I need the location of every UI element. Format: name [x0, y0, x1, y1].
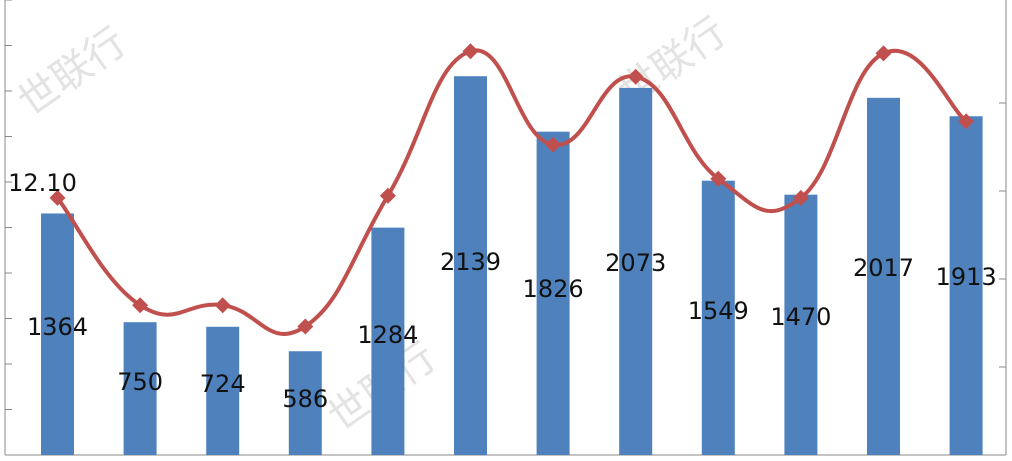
line-marker [132, 297, 149, 314]
bar [701, 180, 735, 455]
bar [206, 326, 240, 455]
line-marker [379, 187, 396, 204]
bar-data-label: 2017 [853, 254, 914, 282]
bar-data-label: 750 [117, 368, 163, 396]
bar-data-label: 586 [282, 385, 328, 413]
line-marker [49, 189, 66, 206]
bar [784, 194, 818, 455]
bar [949, 116, 983, 455]
line-marker [297, 318, 314, 335]
line-marker [958, 113, 975, 130]
line-marker [710, 170, 727, 187]
bar [867, 97, 900, 456]
bar-data-label: 2073 [605, 249, 666, 277]
bar [619, 87, 653, 455]
bar [454, 76, 487, 455]
bar-data-label: 2139 [440, 248, 501, 276]
bar-data-label: 1284 [357, 321, 418, 349]
line-marker [792, 189, 809, 206]
line-marker [214, 297, 231, 314]
bar-data-label: 1913 [936, 263, 997, 291]
line-marker [545, 136, 562, 153]
line-marker [462, 43, 479, 60]
line-data-label: 12.10 [8, 169, 77, 197]
bar-data-label: 1470 [770, 303, 831, 331]
line-marker [875, 45, 892, 62]
bar [288, 351, 322, 455]
bar [536, 131, 570, 456]
bar [41, 213, 74, 455]
line-marker [627, 68, 644, 85]
bar-data-label: 1549 [688, 297, 749, 325]
bar-data-label: 724 [200, 370, 246, 398]
bar [371, 227, 405, 455]
bar-data-label: 1826 [523, 275, 584, 303]
line-series [55, 48, 968, 336]
bar-data-label: 1364 [27, 313, 88, 341]
bar [123, 322, 157, 455]
